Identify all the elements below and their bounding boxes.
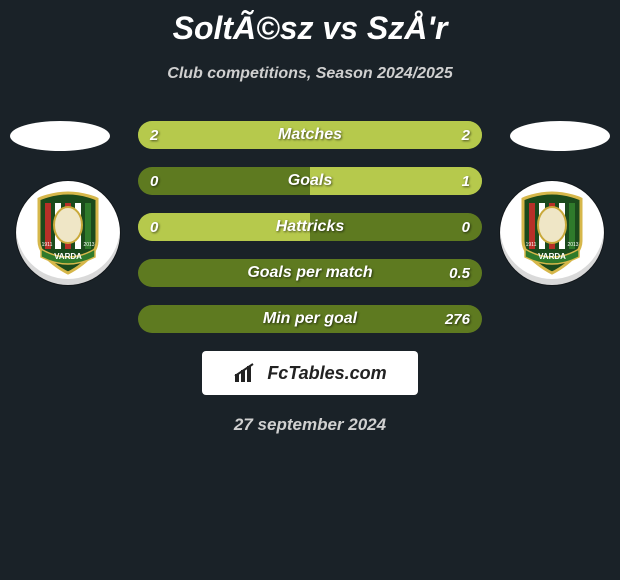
stat-value-right: 276 [445, 305, 470, 333]
club-crest-right: VARDA 1911 2013 [500, 181, 604, 285]
stat-bars: Matches22Goals01Hattricks00Goals per mat… [138, 121, 482, 333]
stat-row: Goals0 1 [138, 167, 482, 195]
stat-value-right: 1 [462, 167, 470, 195]
stat-row: Hattricks0 0 [138, 213, 482, 241]
crest-circle: VARDA 1911 2013 [500, 181, 604, 285]
date-label: 27 september 2024 [0, 415, 620, 435]
stat-value-right: 0.5 [449, 259, 470, 287]
stat-value-left: 0 [150, 213, 158, 241]
attribution-text: FcTables.com [267, 363, 386, 384]
stat-row: Goals per match0.5 [138, 259, 482, 287]
stat-label: Min per goal [138, 305, 482, 333]
crest-svg: VARDA 1911 2013 [513, 189, 591, 277]
club-crest-left: VARDA 1911 2013 [16, 181, 120, 285]
svg-text:VARDA: VARDA [538, 252, 566, 261]
crest-svg: VARDA 1911 2013 [29, 189, 107, 277]
attribution-badge: FcTables.com [202, 351, 418, 395]
stat-row: Min per goal276 [138, 305, 482, 333]
player-avatar-left [10, 121, 110, 151]
player-avatar-right [510, 121, 610, 151]
stat-label: Goals [138, 167, 482, 195]
stat-value-left: 2 [150, 121, 158, 149]
svg-text:1911: 1911 [526, 242, 537, 248]
crest-circle: VARDA 1911 2013 [16, 181, 120, 285]
svg-text:1911: 1911 [42, 242, 53, 248]
svg-text:2013: 2013 [83, 242, 94, 248]
comparison-area: VARDA 1911 2013 VARDA 1911 2013 [0, 121, 620, 435]
page-title: SoltÃ©sz vs SzÅ'r [0, 0, 620, 47]
svg-text:2013: 2013 [567, 242, 578, 248]
stat-label: Hattricks [138, 213, 482, 241]
chart-icon [233, 362, 261, 384]
stat-value-left: 0 [150, 167, 158, 195]
svg-text:VARDA: VARDA [54, 252, 82, 261]
stat-label: Matches [138, 121, 482, 149]
stat-value-right: 2 [462, 121, 470, 149]
stat-label: Goals per match [138, 259, 482, 287]
stat-value-right: 0 [462, 213, 470, 241]
stat-row: Matches2 2 [138, 121, 482, 149]
subtitle: Club competitions, Season 2024/2025 [0, 65, 620, 83]
